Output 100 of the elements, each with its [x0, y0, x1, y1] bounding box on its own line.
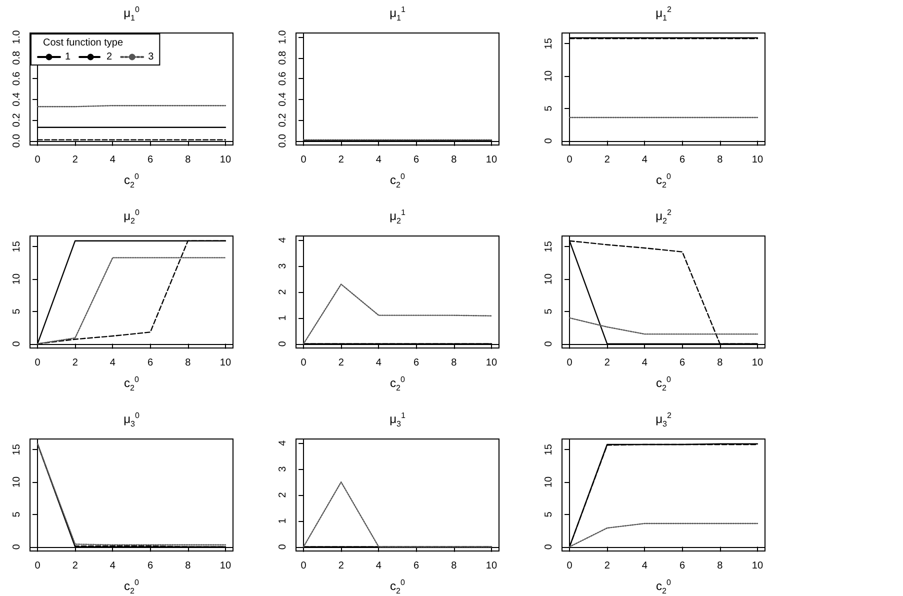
y-tick-label: 0.4	[278, 92, 288, 106]
x-tick-label: 4	[376, 154, 382, 166]
x-tick-label: 2	[72, 358, 78, 368]
y-tick-label: 10	[12, 273, 22, 285]
x-tick-label: 10	[486, 154, 498, 166]
legend-title: Cost function type	[43, 38, 124, 48]
y-tick-label: 4	[278, 236, 288, 243]
y-tick-label: 5	[544, 511, 554, 518]
y-tick-label: 0.8	[278, 50, 288, 65]
legend-label: 1	[65, 52, 71, 62]
x-tick-label: 2	[604, 154, 610, 166]
x-tick-label: 4	[110, 560, 116, 572]
x-tick-label: 10	[486, 358, 498, 368]
y-tick-label: 0.0	[12, 133, 22, 148]
x-tick-label: 0	[34, 154, 41, 166]
y-tick-label: 0.2	[12, 112, 22, 128]
y-tick-label: 5	[544, 308, 554, 314]
y-tick-label: 15	[544, 38, 554, 50]
x-tick-label: 6	[680, 154, 686, 166]
legend-label: 3	[148, 52, 154, 62]
x-tick-label: 0	[34, 358, 41, 368]
x-tick-label: 2	[72, 560, 78, 572]
y-tick-label: 0.6	[278, 71, 288, 86]
y-tick-label: 5	[544, 105, 554, 112]
legend-label: 2	[106, 52, 113, 62]
y-tick-label: 0.2	[278, 112, 288, 128]
x-tick-label: 10	[220, 560, 232, 572]
x-tick-label: 0	[300, 154, 307, 166]
y-tick-label: 0	[278, 544, 288, 550]
x-tick-label: 2	[72, 154, 78, 166]
x-tick-label: 6	[680, 560, 686, 572]
x-tick-label: 10	[220, 154, 232, 166]
x-tick-label: 6	[680, 358, 686, 368]
y-tick-label: 1.0	[278, 30, 288, 44]
y-tick-label: 0	[544, 138, 554, 144]
x-tick-label: 10	[486, 560, 498, 572]
x-tick-label: 8	[717, 154, 724, 166]
x-tick-label: 4	[642, 358, 648, 368]
x-tick-label: 6	[414, 154, 420, 166]
x-tick-label: 2	[604, 358, 610, 368]
y-tick-label: 0	[12, 544, 22, 550]
x-tick-label: 2	[338, 358, 344, 368]
x-tick-label: 8	[451, 358, 458, 368]
x-tick-label: 6	[148, 560, 154, 572]
y-tick-label: 10	[544, 273, 554, 285]
y-tick-label: 15	[544, 444, 554, 456]
x-tick-label: 2	[338, 154, 344, 166]
y-tick-label: 1.0	[12, 30, 22, 44]
x-tick-label: 8	[185, 154, 192, 166]
x-tick-label: 6	[414, 560, 420, 572]
y-tick-label: 0.0	[278, 133, 288, 148]
y-tick-label: 3	[278, 466, 288, 472]
x-tick-label: 10	[752, 560, 764, 572]
y-tick-label: 0.8	[12, 50, 22, 65]
y-tick-label: 2	[278, 492, 288, 498]
x-tick-label: 8	[185, 358, 192, 368]
y-tick-label: 0	[544, 544, 554, 550]
y-tick-label: 10	[544, 476, 554, 488]
x-tick-label: 6	[148, 358, 154, 368]
x-tick-label: 8	[451, 560, 458, 572]
x-tick-label: 0	[566, 560, 573, 572]
x-tick-label: 4	[110, 358, 116, 368]
x-tick-label: 2	[338, 560, 344, 572]
x-tick-label: 0	[34, 560, 41, 572]
y-tick-label: 0.6	[12, 71, 22, 86]
x-tick-label: 0	[566, 358, 573, 368]
x-tick-label: 8	[717, 358, 724, 368]
x-tick-label: 8	[185, 560, 192, 572]
x-tick-label: 6	[148, 154, 154, 166]
y-tick-label: 4	[278, 440, 288, 446]
x-tick-label: 10	[220, 358, 232, 368]
x-tick-label: 4	[642, 154, 648, 166]
x-tick-label: 2	[604, 560, 610, 572]
x-tick-label: 4	[376, 358, 382, 368]
y-tick-label: 15	[12, 444, 22, 456]
y-tick-label: 0	[278, 340, 288, 347]
y-tick-label: 0	[544, 340, 554, 347]
x-tick-label: 4	[110, 154, 116, 166]
x-tick-label: 6	[414, 358, 420, 368]
y-tick-label: 0.4	[12, 92, 22, 106]
y-tick-label: 15	[544, 240, 554, 252]
x-tick-label: 4	[376, 560, 382, 572]
y-tick-label: 10	[12, 476, 22, 488]
x-tick-label: 0	[300, 560, 307, 572]
y-tick-label: 1	[278, 314, 288, 321]
y-tick-label: 15	[12, 240, 22, 252]
x-tick-label: 0	[566, 154, 573, 166]
y-tick-label: 2	[278, 288, 288, 295]
y-tick-label: 10	[544, 70, 554, 82]
x-tick-label: 10	[752, 358, 764, 368]
y-tick-label: 0	[12, 340, 22, 347]
y-tick-label: 3	[278, 262, 288, 269]
x-tick-label: 8	[717, 560, 724, 572]
x-tick-label: 8	[451, 154, 458, 166]
y-tick-label: 5	[12, 308, 22, 314]
y-tick-label: 5	[12, 511, 22, 518]
x-tick-label: 4	[642, 560, 648, 572]
y-tick-label: 1	[278, 518, 288, 524]
x-tick-label: 10	[752, 154, 764, 166]
x-tick-label: 0	[300, 358, 307, 368]
